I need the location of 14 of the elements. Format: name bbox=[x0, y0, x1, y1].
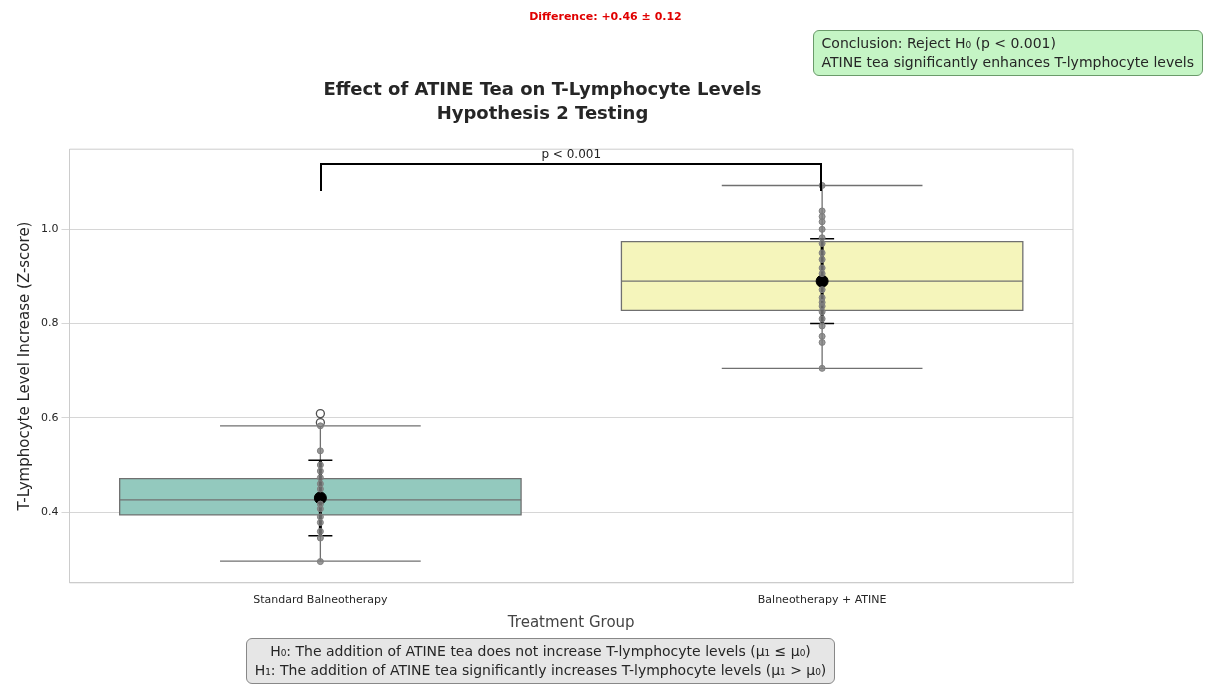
y-tick-label: 0.4 bbox=[40, 504, 59, 518]
text: Difference: +0.46 ± 0.12 bbox=[528, 10, 683, 23]
y-tick-label: 1.0 bbox=[40, 222, 59, 236]
y-tick-label: 0.6 bbox=[40, 410, 59, 424]
chart-title: Effect of ATINE Tea on T-Lymphocyte Levels bbox=[323, 78, 762, 100]
chart-subtitle: Hypothesis 2 Testing bbox=[436, 102, 649, 124]
x-axis-title: Treatment Group bbox=[506, 612, 635, 631]
annotation: p < 0.001 bbox=[541, 147, 602, 162]
y-axis-title: T-Lymphocyte Level Increase (Z-score) bbox=[14, 221, 33, 512]
x-tick-label: Balneotherapy + ATINE bbox=[757, 593, 887, 607]
text: H₀: The addition of ATINE tea does not increase T-lymphocyte levels (μ₁ ≤ μ₀) H₁: The addition of ATINE tea significantly increases T-lymphocyte levels (μ₁ > μ₀) bbox=[245, 638, 836, 684]
y-tick-label: 0.8 bbox=[40, 316, 59, 330]
x-tick-label: Standard Balneotherapy bbox=[253, 593, 388, 607]
text: Conclusion: Reject H₀ (p < 0.001) ATINE tea significantly enhances T-lymphocyte levels bbox=[812, 30, 1203, 76]
